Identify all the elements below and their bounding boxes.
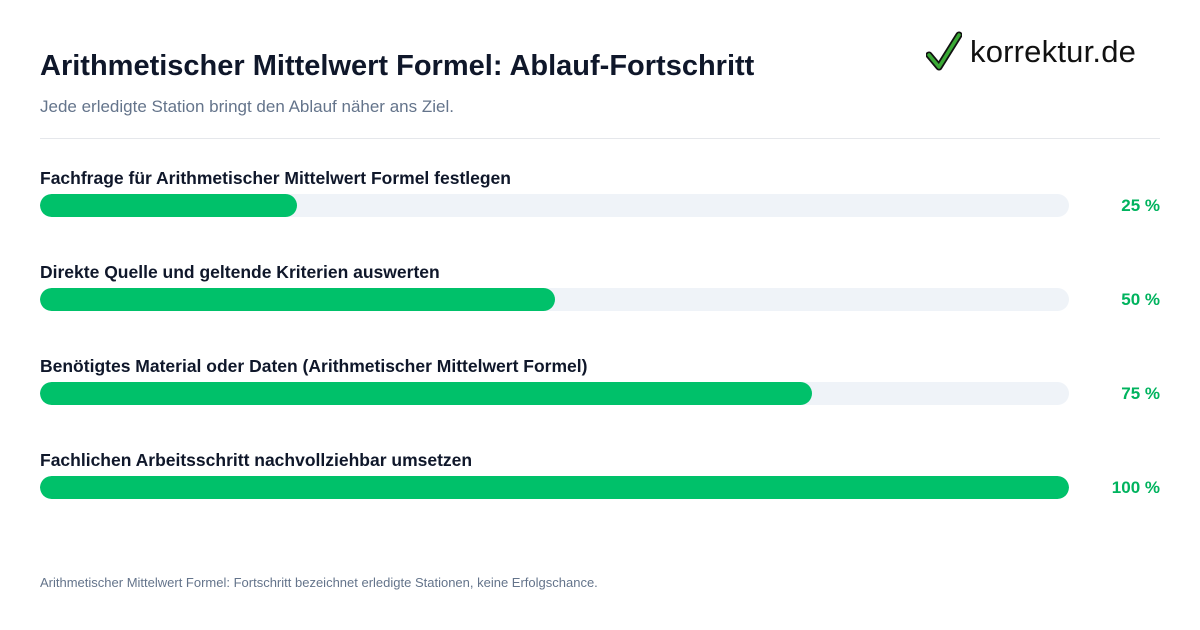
page-subtitle: Jede erledigte Station bringt den Ablauf… [40,97,454,116]
page-title: Arithmetischer Mittelwert Formel: Ablauf… [40,50,755,82]
brand-logo[interactable]: korrektur.de [926,30,1136,74]
progress-label: Fachlichen Arbeitsschritt nachvollziehba… [40,450,473,470]
progress-bar [40,194,298,217]
progress-row: Fachlichen Arbeitsschritt nachvollziehba… [40,448,1160,542]
progress-row: Benötigtes Material oder Daten (Arithmet… [40,354,1160,448]
progress-bar [40,288,555,311]
progress-list: Fachfrage für Arithmetischer Mittelwert … [40,166,1160,542]
progress-percent: 100 % [1111,478,1160,497]
header-divider [40,138,1160,139]
progress-track [40,288,1069,311]
checkmark-icon [926,31,962,73]
progress-row: Direkte Quelle und geltende Kriterien au… [40,260,1160,354]
progress-row: Fachfrage für Arithmetischer Mittelwert … [40,166,1160,260]
progress-bar [40,382,812,405]
progress-percent: 75 % [1121,384,1160,403]
progress-label: Benötigtes Material oder Daten (Arithmet… [40,356,588,376]
progress-bar [40,476,1069,499]
progress-label: Fachfrage für Arithmetischer Mittelwert … [40,168,511,188]
brand-name: korrektur.de [970,34,1137,69]
progress-track [40,382,1069,405]
progress-percent: 50 % [1121,290,1160,309]
progress-track [40,476,1069,499]
progress-track [40,194,1069,217]
progress-percent: 25 % [1121,196,1160,215]
footnote: Arithmetischer Mittelwert Formel: Fortsc… [40,575,598,590]
progress-label: Direkte Quelle und geltende Kriterien au… [40,262,440,282]
